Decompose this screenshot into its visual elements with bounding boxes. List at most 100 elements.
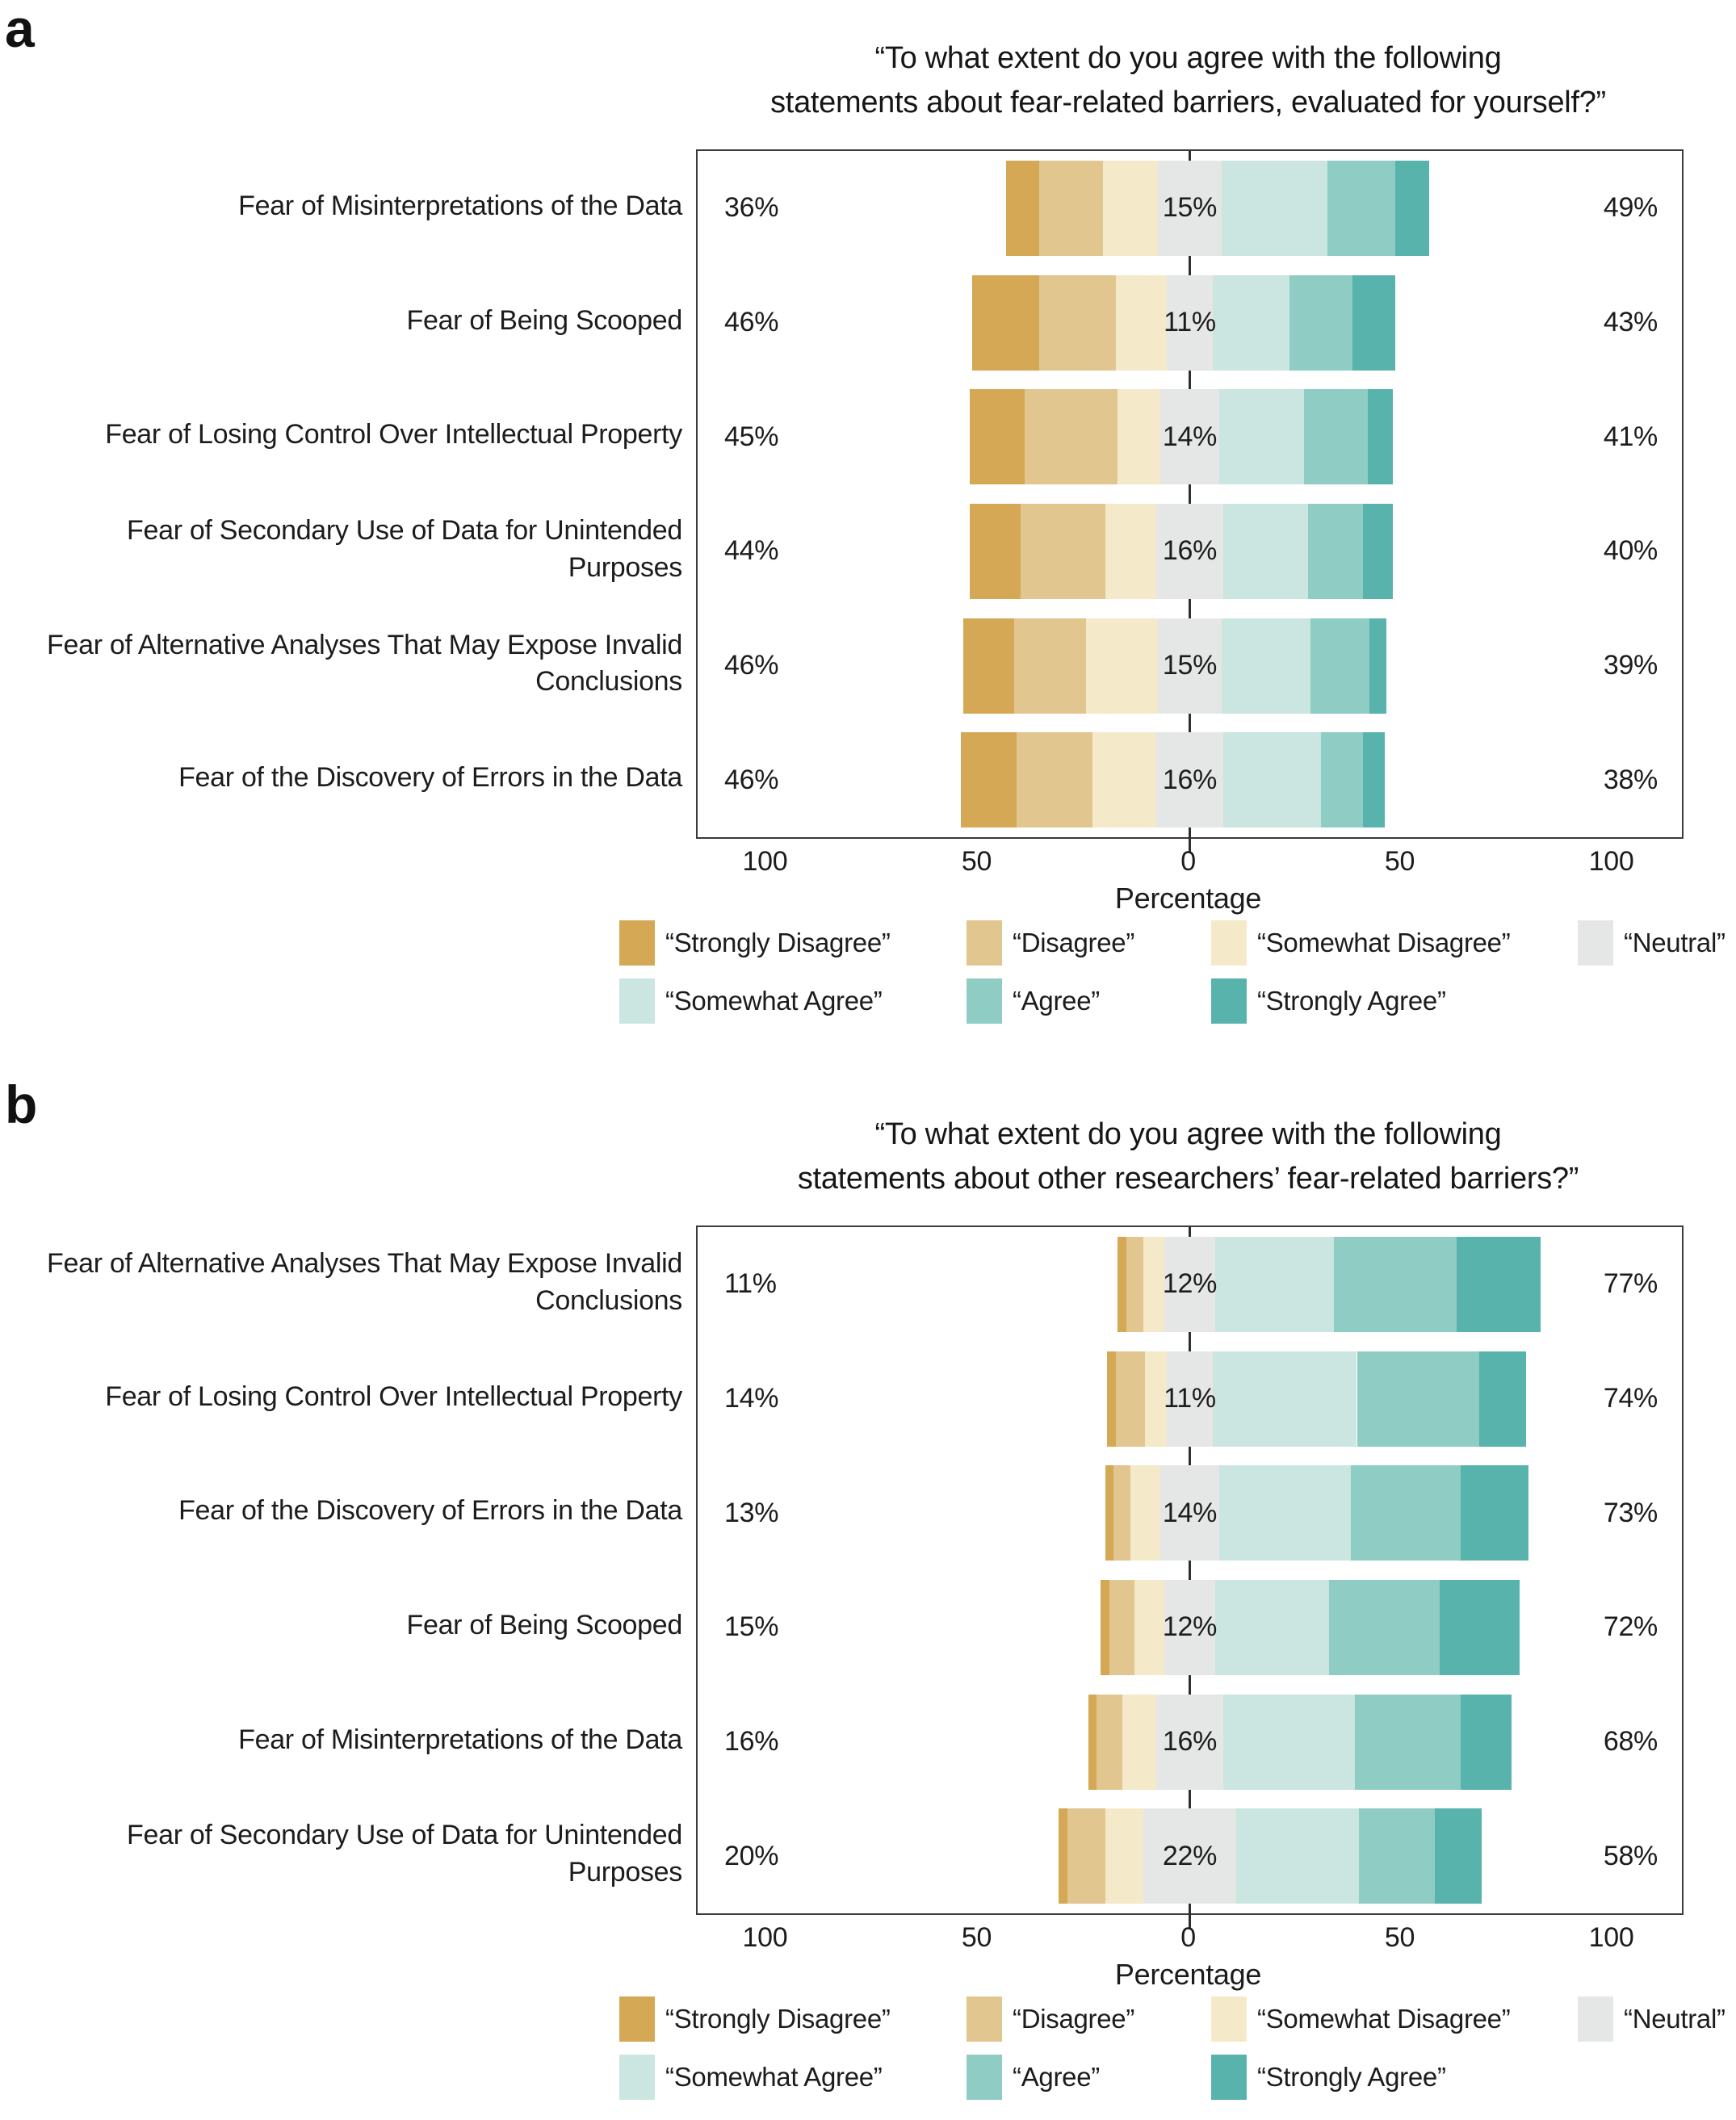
total-agree-label: 74% <box>1603 1382 1658 1414</box>
row-label: Fear of Misinterpretations of the Data <box>238 1724 682 1755</box>
bar-segment-disagree <box>1025 389 1118 485</box>
legend-label: “Strongly Agree” <box>1257 986 1446 1016</box>
neutral-label: 14% <box>1162 421 1218 452</box>
bar-segment-neutral <box>1159 389 1220 485</box>
total-disagree-label: 15% <box>724 1611 779 1643</box>
bar-segment-neutral <box>1155 732 1224 828</box>
bar-segment-strongly_disagree <box>1107 1351 1116 1447</box>
bar-segment-somewhat_agree <box>1214 1579 1330 1675</box>
x-axis-tick-label: 0 <box>1180 846 1196 877</box>
x-axis-tick-label: 100 <box>1588 846 1634 877</box>
bar-row <box>698 1465 1682 1561</box>
row-label: Fear of Alternative Analyses That May Ex… <box>47 629 682 698</box>
legend-label: “Disagree” <box>1013 928 1135 957</box>
total-agree-label: 68% <box>1603 1725 1658 1757</box>
panel-a-title: “To what extent do you agree with the fo… <box>770 41 1606 120</box>
x-axis-tick-label: 100 <box>1588 1922 1634 1953</box>
bar-segment-somewhat_agree <box>1223 503 1309 599</box>
legend-item-agree: “Agree” <box>967 2055 1100 2100</box>
neutral-label: 12% <box>1162 1611 1218 1643</box>
bar-segment-strongly_disagree <box>1101 1579 1109 1675</box>
somewhat_agree-swatch-icon <box>619 2055 655 2100</box>
bar-segment-neutral <box>1164 1236 1215 1332</box>
total-agree-label: 40% <box>1603 535 1658 567</box>
total-disagree-label: 44% <box>724 535 779 567</box>
somewhat_disagree-swatch-icon <box>1211 920 1247 966</box>
legend-item-strongly_agree: “Strongly Agree” <box>1211 2055 1446 2100</box>
legend-label: “Strongly Disagree” <box>665 2004 891 2034</box>
total-disagree-label: 13% <box>724 1497 779 1528</box>
bar-segment-somewhat_disagree <box>1145 1351 1167 1447</box>
bar-segment-strongly_agree <box>1352 274 1395 371</box>
bar-segment-strongly_agree <box>1394 160 1429 256</box>
bar-row <box>698 1694 1682 1790</box>
legend-item-neutral: “Neutral” <box>1578 1996 1726 2042</box>
legend-item-somewhat_disagree: “Somewhat Disagree” <box>1211 1996 1511 2042</box>
neutral-label: 16% <box>1162 764 1218 795</box>
strongly_agree-swatch-icon <box>1211 978 1247 1024</box>
total-disagree-label: 36% <box>724 192 779 224</box>
total-disagree-label: 46% <box>724 306 779 337</box>
bar-segment-strongly_agree <box>1479 1351 1527 1447</box>
bar-segment-disagree <box>1014 618 1087 714</box>
legend-label: “Disagree” <box>1013 2004 1135 2034</box>
total-disagree-label: 46% <box>724 764 779 795</box>
total-disagree-label: 14% <box>724 1382 779 1414</box>
total-agree-label: 49% <box>1603 192 1658 224</box>
bar-segment-somewhat_agree <box>1213 274 1289 371</box>
x-axis-title: Percentage <box>1114 1958 1262 1991</box>
bar-segment-strongly_agree <box>1460 1694 1512 1790</box>
bar-segment-neutral <box>1164 1579 1215 1675</box>
x-axis-title: Percentage <box>1114 882 1262 915</box>
total-agree-label: 43% <box>1603 306 1658 337</box>
bar-segment-strongly_disagree <box>1105 1465 1114 1561</box>
bar-row <box>698 274 1682 371</box>
legend-label: “Somewhat Disagree” <box>1257 2004 1511 2034</box>
bar-segment-strongly_disagree <box>971 274 1040 371</box>
bar-segment-neutral <box>1143 1808 1237 1904</box>
bar-row <box>698 389 1682 485</box>
panel-a: a “To what extent do you agree with the … <box>0 0 1736 1044</box>
row-label: Fear of Losing Control Over Intellectual… <box>105 1381 682 1412</box>
strongly_agree-swatch-icon <box>1211 2055 1247 2100</box>
panel-a-letter: a <box>5 0 35 58</box>
bar-segment-agree <box>1350 1465 1461 1561</box>
row-label: Fear of Secondary Use of Data for Uninte… <box>127 514 682 583</box>
bar-segment-somewhat_agree <box>1236 1808 1360 1904</box>
row-label: Fear of Losing Control Over Intellectual… <box>105 419 682 450</box>
bar-segment-agree <box>1329 1579 1440 1675</box>
legend-item-somewhat_agree: “Somewhat Agree” <box>619 2055 883 2100</box>
bar-segment-somewhat_agree <box>1221 160 1327 256</box>
bar-segment-agree <box>1333 1236 1457 1332</box>
bar-segment-agree <box>1359 1808 1436 1904</box>
legend-label: “Agree” <box>1013 986 1100 1016</box>
neutral-label: 11% <box>1164 306 1216 337</box>
bar-row <box>698 1351 1682 1447</box>
bar-segment-strongly_agree <box>1363 503 1394 599</box>
agree-swatch-icon <box>967 2055 1002 2100</box>
bar-segment-strongly_disagree <box>969 503 1021 599</box>
bar-segment-somewhat_disagree <box>1117 389 1160 485</box>
x-axis-tick-label: 0 <box>1180 1922 1196 1953</box>
bar-segment-strongly_agree <box>1460 1465 1528 1561</box>
bar-segment-somewhat_agree <box>1213 1351 1357 1447</box>
row-label: Fear of Misinterpretations of the Data <box>238 190 682 221</box>
legend-item-somewhat_agree: “Somewhat Agree” <box>619 978 883 1024</box>
neutral-label: 22% <box>1162 1840 1218 1871</box>
bar-row <box>698 1579 1682 1675</box>
bar-segment-strongly_disagree <box>1059 1808 1067 1904</box>
bar-segment-neutral <box>1158 618 1222 714</box>
row-label: Fear of Secondary Use of Data for Uninte… <box>127 1820 682 1888</box>
bar-segment-somewhat_agree <box>1214 1236 1334 1332</box>
neutral-label: 16% <box>1162 535 1218 567</box>
bar-segment-neutral <box>1158 160 1222 256</box>
total-disagree-label: 20% <box>724 1840 779 1871</box>
bar-row <box>698 618 1682 714</box>
panel-a-plot-area: 36% 15% 49% 46% 11% 43% 45% 14% 41% 44% 16% 40% 46% 1… <box>696 149 1684 853</box>
x-axis-tick-label: 50 <box>1384 846 1415 877</box>
bar-segment-somewhat_agree <box>1223 732 1321 828</box>
legend-label: “Neutral” <box>1624 2004 1726 2034</box>
bar-segment-disagree <box>1113 1465 1131 1561</box>
neutral-swatch-icon <box>1578 920 1613 966</box>
bar-segment-strongly_agree <box>1435 1808 1482 1904</box>
